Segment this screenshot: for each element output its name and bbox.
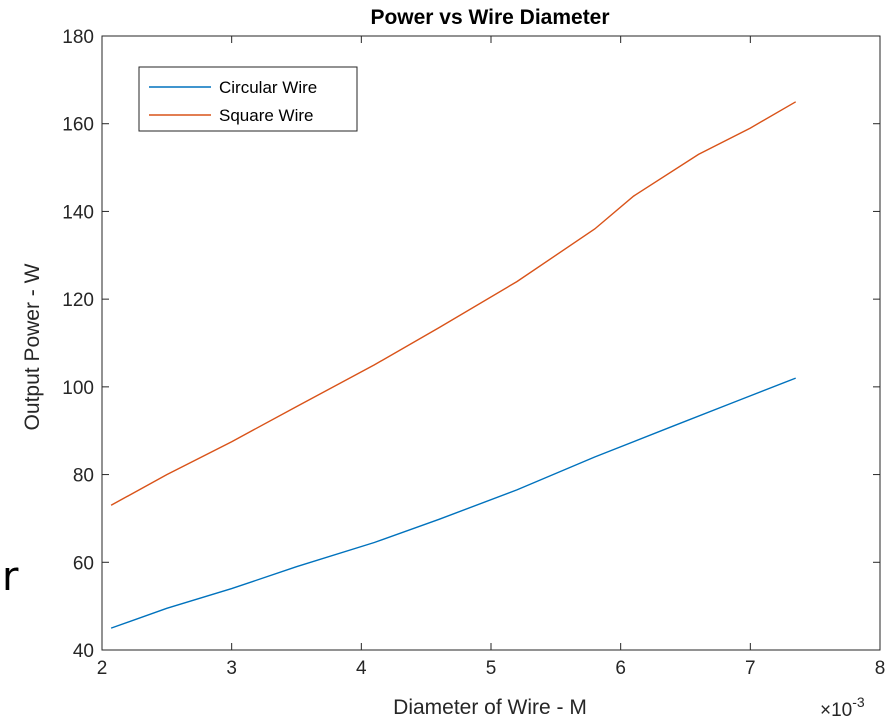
legend-label-1: Circular Wire — [219, 78, 317, 97]
y-tick-label: 100 — [62, 378, 94, 399]
x-axis-exponent-base: ×10 — [820, 700, 852, 721]
stray-letter: r — [2, 554, 19, 600]
x-tick-label: 4 — [356, 658, 367, 679]
x-tick-label: 6 — [615, 658, 626, 679]
x-tick-label: 8 — [875, 658, 886, 679]
legend-box — [138, 66, 358, 132]
y-tick-label: 180 — [62, 27, 94, 48]
y-tick-label: 80 — [73, 466, 94, 487]
y-tick-label: 140 — [62, 202, 94, 223]
legend-label-2: Square Wire — [219, 106, 313, 125]
x-tick-label: 3 — [226, 658, 237, 679]
chart-title: Power vs Wire Diameter — [370, 6, 609, 29]
x-axis-label: Diameter of Wire - M — [393, 696, 587, 719]
x-axis-exponent: ×10-3 — [820, 694, 865, 721]
y-tick-label: 120 — [62, 290, 94, 311]
y-tick-label: 60 — [73, 553, 94, 574]
series-line-1 — [110, 377, 796, 629]
y-tick-label: 40 — [73, 641, 94, 662]
x-tick-label: 5 — [486, 658, 497, 679]
x-tick-label: 7 — [745, 658, 756, 679]
x-tick-label: 2 — [97, 658, 108, 679]
y-axis-label: Output Power - W — [21, 263, 44, 430]
series-line-2 — [110, 101, 797, 506]
x-axis-exponent-power: -3 — [852, 694, 865, 710]
y-tick-label: 160 — [62, 115, 94, 136]
